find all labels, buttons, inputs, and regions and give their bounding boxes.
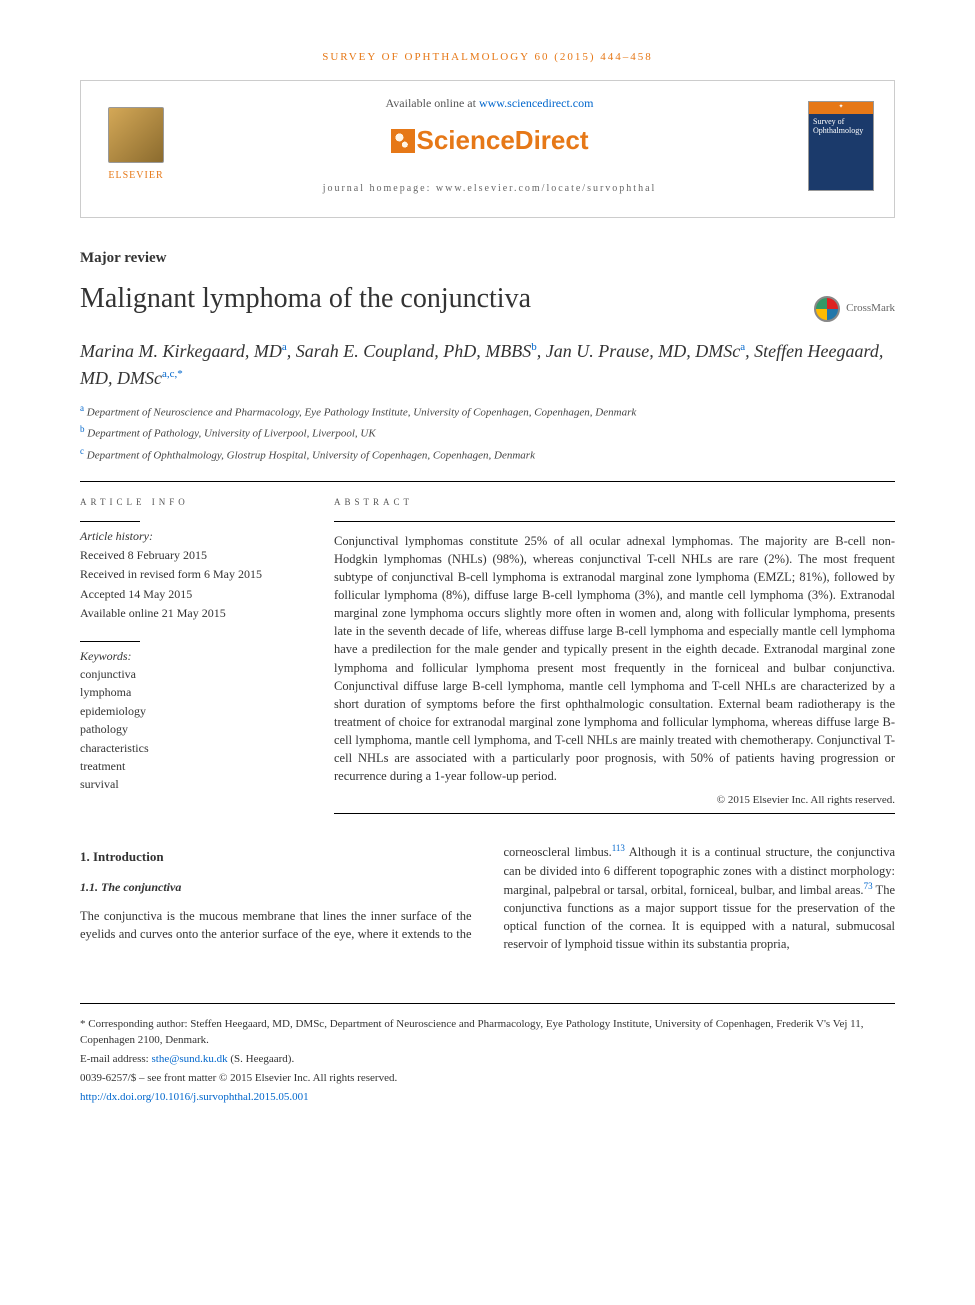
keyword-item: characteristics — [80, 740, 300, 757]
history-line: Accepted 14 May 2015 — [80, 586, 300, 603]
keyword-item: survival — [80, 776, 300, 793]
author-affil-sup: a — [282, 341, 287, 353]
crossmark-badge[interactable]: CrossMark — [814, 296, 895, 322]
sciencedirect-text: ScienceDirect — [417, 122, 589, 160]
keyword-item: conjunctiva — [80, 666, 300, 683]
author-affil-sup: b — [531, 341, 537, 353]
affiliation-line: c Department of Ophthalmology, Glostrup … — [80, 445, 895, 465]
issn-line: 0039-6257/$ – see front matter © 2015 El… — [80, 1071, 895, 1087]
footer-block: * Corresponding author: Steffen Heegaard… — [80, 1003, 895, 1106]
email-after: (S. Heegaard). — [228, 1053, 295, 1065]
copyright-line: © 2015 Elsevier Inc. All rights reserved… — [334, 793, 895, 809]
history-line: Available online 21 May 2015 — [80, 605, 300, 622]
affil-sup: b — [80, 424, 85, 434]
article-body: 1. Introduction 1.1. The conjunctiva The… — [80, 842, 895, 953]
article-info-column: ARTICLE INFO Article history: Received 8… — [80, 496, 300, 815]
history-line: Received in revised form 6 May 2015 — [80, 566, 300, 583]
crossmark-icon — [814, 296, 840, 322]
history-line: Received 8 February 2015 — [80, 547, 300, 564]
sciencedirect-icon — [391, 129, 415, 153]
keywords-block: Keywords: conjunctivalymphoma epidemiolog… — [80, 648, 300, 794]
keywords-head: Keywords: — [80, 648, 300, 665]
divider — [334, 521, 895, 522]
cover-title: Survey of Ophthalmology — [813, 118, 869, 136]
available-online-text: Available online at www.sciencedirect.co… — [171, 95, 808, 112]
citation-ref[interactable]: 113 — [612, 843, 625, 853]
divider — [334, 813, 895, 814]
crossmark-label: CrossMark — [846, 301, 895, 317]
cover-band-icon: ✦ — [809, 102, 873, 114]
author-affil-sup: a,c,* — [162, 368, 183, 380]
affiliation-line: b Department of Pathology, University of… — [80, 423, 895, 443]
keyword-item: lymphoma — [80, 684, 300, 701]
keyword-item: pathology — [80, 721, 300, 738]
affil-sup: c — [80, 446, 84, 456]
abstract-column: ABSTRACT Conjunctival lymphomas constitu… — [334, 496, 895, 815]
email-label: E-mail address: — [80, 1053, 151, 1065]
divider — [80, 521, 140, 522]
citation-ref[interactable]: 73 — [864, 881, 873, 891]
article-history: Article history: Received 8 February 201… — [80, 528, 300, 623]
divider — [80, 481, 895, 482]
affil-sup: a — [80, 403, 84, 413]
article-title: Malignant lymphoma of the conjunctiva — [80, 279, 531, 320]
journal-cover-thumb[interactable]: ✦ Survey of Ophthalmology — [808, 101, 874, 191]
article-info-label: ARTICLE INFO — [80, 496, 300, 509]
abstract-label: ABSTRACT — [334, 496, 895, 509]
elsevier-logo[interactable]: ELSEVIER — [101, 107, 171, 184]
article-type: Major review — [80, 248, 895, 270]
email-line: E-mail address: sthe@sund.ku.dk (S. Heeg… — [80, 1052, 895, 1068]
sciencedirect-url[interactable]: www.sciencedirect.com — [479, 96, 594, 110]
keyword-item: treatment — [80, 758, 300, 775]
doi-link[interactable]: http://dx.doi.org/10.1016/j.survophthal.… — [80, 1091, 309, 1103]
section-heading-1-1: 1.1. The conjunctiva — [80, 879, 472, 896]
elsevier-tree-icon — [108, 107, 164, 163]
author-affil-sup: a — [740, 341, 745, 353]
corresponding-author: * Corresponding author: Steffen Heegaard… — [80, 1017, 895, 1049]
journal-reference: SURVEY OF OPHTHALMOLOGY 60 (2015) 444–45… — [80, 50, 895, 66]
header-band: ELSEVIER Available online at www.science… — [80, 80, 895, 218]
history-head: Article history: — [80, 528, 300, 545]
keyword-item: epidemiology — [80, 703, 300, 720]
available-prefix: Available online at — [386, 96, 479, 110]
journal-homepage: journal homepage: www.elsevier.com/locat… — [171, 182, 808, 197]
elsevier-label: ELSEVIER — [108, 169, 163, 184]
authors-line: Marina M. Kirkegaard, MDa, Sarah E. Coup… — [80, 338, 895, 392]
divider — [80, 641, 140, 642]
abstract-text: Conjunctival lymphomas constitute 25% of… — [334, 532, 895, 786]
affiliation-line: a Department of Neuroscience and Pharmac… — [80, 402, 895, 422]
sciencedirect-logo[interactable]: ScienceDirect — [171, 122, 808, 160]
section-heading-1: 1. Introduction — [80, 848, 472, 867]
email-link[interactable]: sthe@sund.ku.dk — [151, 1053, 227, 1065]
